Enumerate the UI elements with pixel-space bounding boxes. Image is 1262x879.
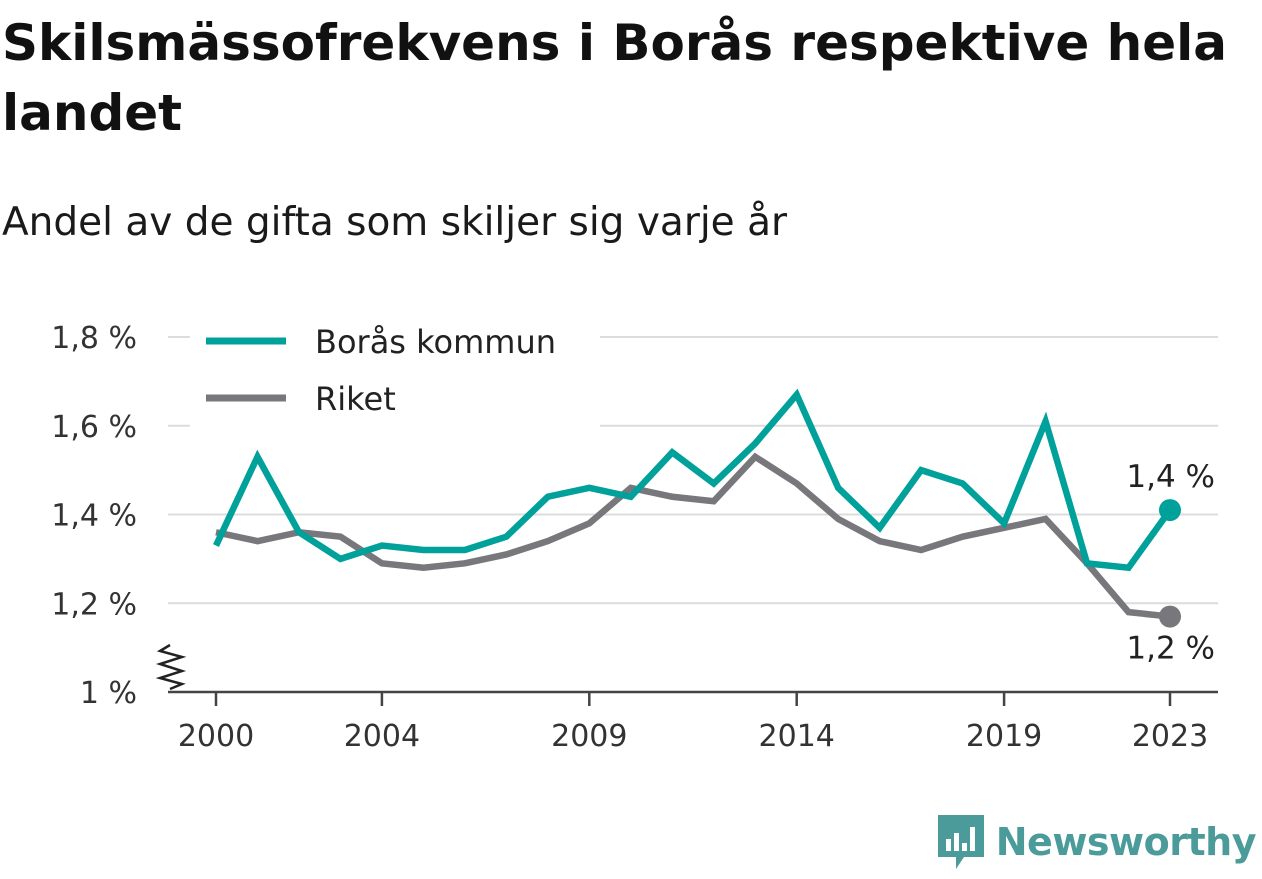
x-tick-label: 2004	[344, 719, 420, 754]
x-tick-label: 2019	[966, 719, 1042, 754]
series-line-Borås kommun	[213, 388, 1173, 572]
y-tick-label: 1,8 %	[51, 321, 137, 356]
newsworthy-logo: Newsworthy	[936, 813, 1257, 871]
y-tick-label: 1 %	[80, 676, 137, 711]
chart-title: Skilsmässofrekvens i Borås respektive he…	[2, 14, 1228, 142]
x-tick-label: 2009	[551, 719, 627, 754]
end-value-label: 1,4 %	[1126, 459, 1215, 495]
brand-name: Newsworthy	[995, 820, 1257, 864]
series-line-Riket	[215, 452, 1171, 620]
y-axis-ticks: 1 % 1,2 % 1,4 % 1,6 % 1,8 %	[51, 321, 137, 711]
end-labels: 1,4 % 1,2 %	[1126, 459, 1215, 667]
legend-label: Borås kommun	[315, 323, 556, 361]
legend: Borås kommun Riket	[190, 318, 600, 430]
end-value-label: 1,2 %	[1126, 631, 1215, 667]
x-tick-label: 2023	[1132, 719, 1208, 754]
series-lines	[213, 388, 1181, 628]
x-tick-label: 2014	[759, 719, 835, 754]
chart-subtitle: Andel av de gifta som skiljer sig varje …	[2, 200, 788, 245]
legend-label: Riket	[315, 380, 396, 418]
legend-background	[190, 318, 600, 430]
y-tick-label: 1,6 %	[51, 410, 137, 445]
bar-chart-bubble-icon	[937, 815, 984, 869]
y-tick-label: 1,2 %	[51, 587, 137, 622]
axis-break-icon	[155, 643, 187, 691]
x-tick-label: 2000	[178, 719, 254, 754]
end-point	[1159, 605, 1181, 628]
y-tick-label: 1,4 %	[51, 499, 137, 534]
x-axis: 2000 2004 2009 2014 2019 2023	[155, 643, 1218, 754]
end-point	[1159, 499, 1181, 522]
